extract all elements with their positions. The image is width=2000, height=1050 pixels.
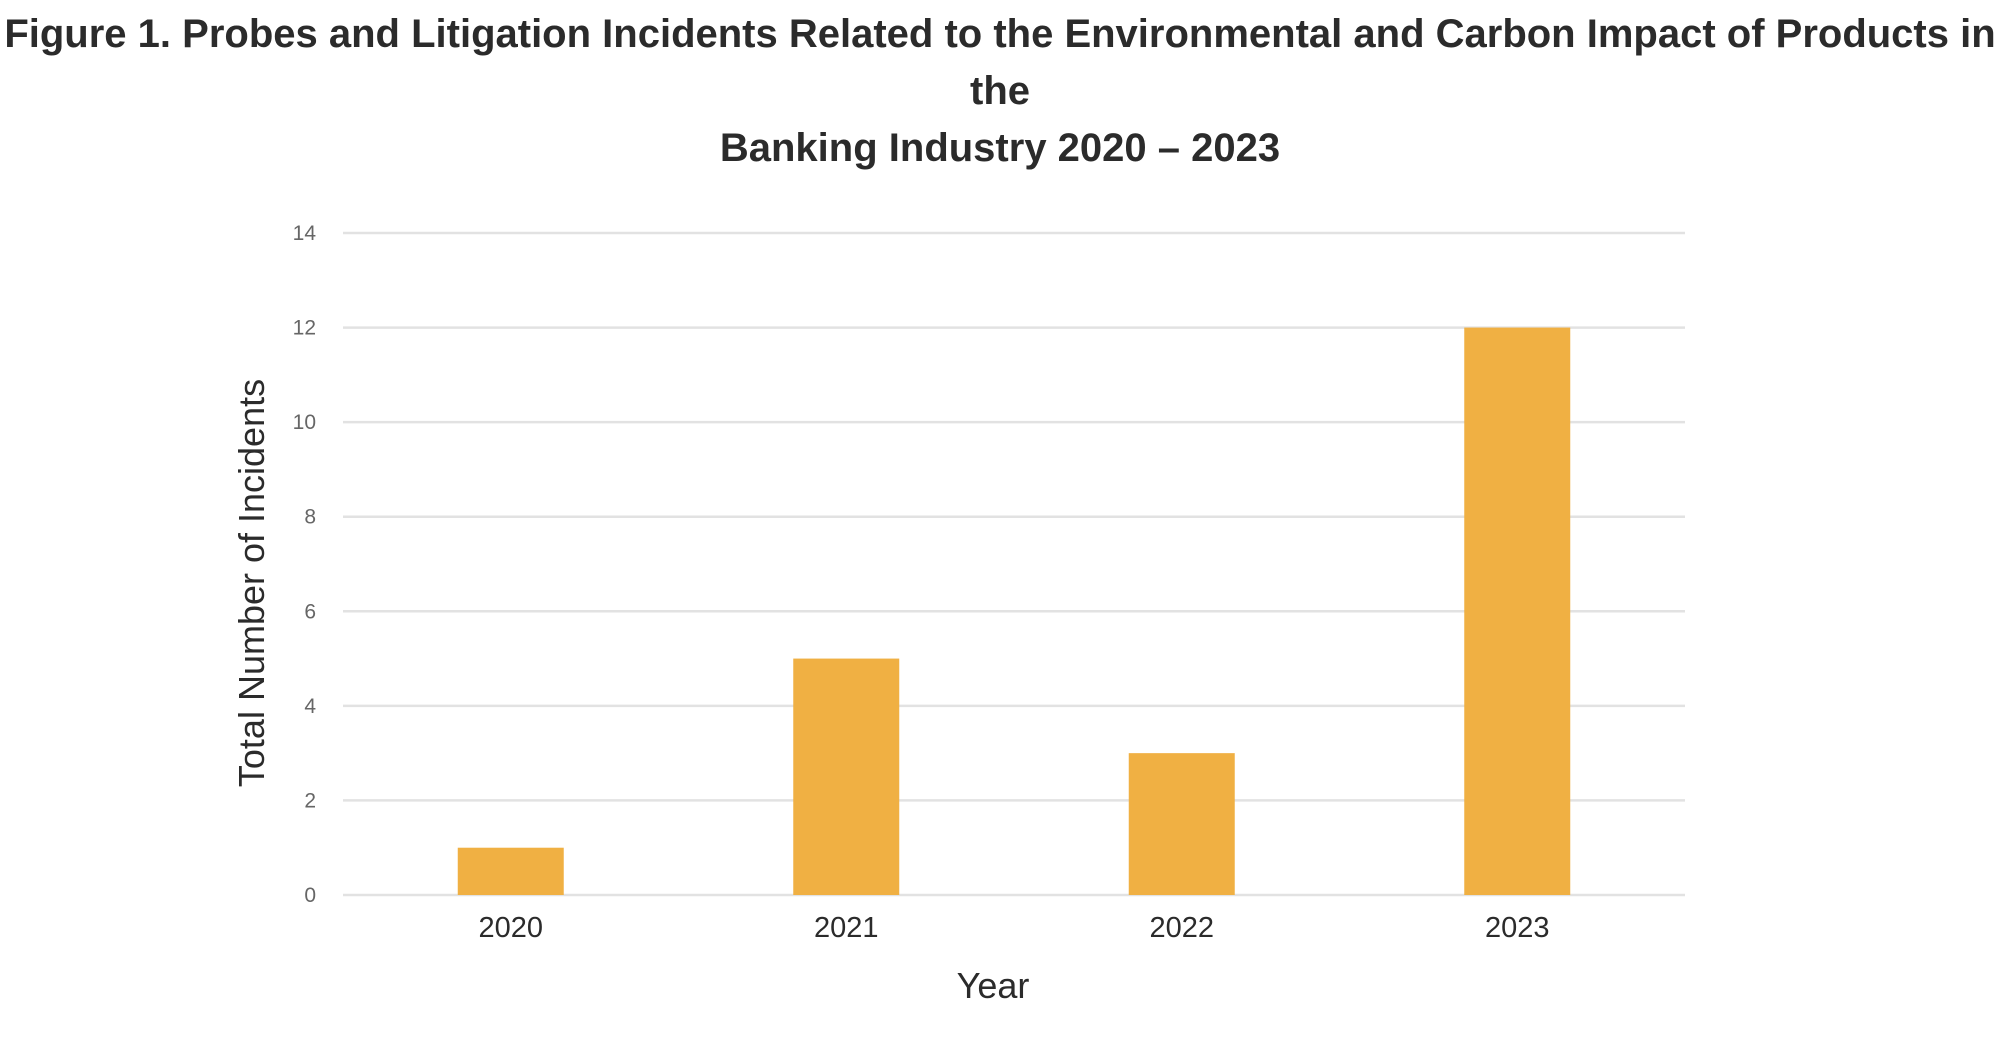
- y-tick-label: 6: [304, 600, 316, 623]
- x-tick-label: 2020: [478, 912, 543, 944]
- x-axis-ticks: 2020 2021 2022 2023: [478, 912, 1549, 944]
- x-axis-title: Year: [957, 965, 1030, 1006]
- y-axis-ticks: 0 2 4 6 8 10 12 14: [293, 222, 317, 907]
- y-tick-label: 10: [293, 411, 316, 434]
- y-tick-label: 4: [304, 695, 316, 718]
- y-tick-label: 12: [293, 317, 316, 340]
- figure-title: Figure 1. Probes and Litigation Incident…: [0, 6, 2000, 177]
- bars: [457, 327, 1571, 896]
- y-tick-label: 2: [304, 789, 316, 812]
- bar-2022: [1128, 753, 1235, 895]
- y-tick-label: 14: [293, 222, 317, 245]
- y-axis-title: Total Number of Incidents: [231, 379, 272, 787]
- figure-title-line-1: Figure 1. Probes and Litigation Incident…: [4, 12, 1996, 113]
- y-tick-label: 8: [304, 506, 316, 529]
- x-tick-label: 2021: [814, 912, 879, 944]
- bar-2021: [793, 658, 900, 895]
- bar-2020: [457, 847, 564, 895]
- bar-2023: [1464, 327, 1571, 896]
- figure-title-line-2: Banking Industry 2020 – 2023: [719, 126, 1281, 170]
- x-tick-label: 2023: [1485, 912, 1550, 944]
- gridlines: [343, 231, 1685, 897]
- y-tick-label: 0: [304, 884, 316, 907]
- x-tick-label: 2022: [1149, 912, 1214, 944]
